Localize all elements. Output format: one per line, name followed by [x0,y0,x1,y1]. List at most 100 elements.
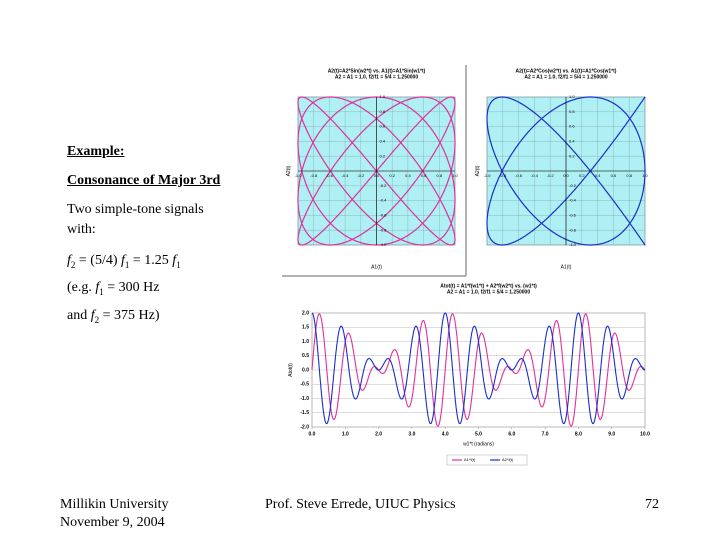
label: 0.6 [421,173,427,178]
text-run: = 1.25 [129,253,173,268]
label: 1.0 [302,339,309,345]
label: A1*f(t) [464,457,476,462]
label: A1(t) [561,264,572,270]
y-axis-label: A2(t) [286,165,292,176]
label: A2*f(t) [502,457,514,462]
label: -0.5 [300,382,309,388]
label: 0.5 [302,353,309,359]
label: -0.2 [547,173,555,178]
text-run: 1 [176,259,181,270]
text-run: 1 [99,286,104,297]
label: 2.0 [302,310,309,316]
footer-center: Prof. Steve Errede, UIUC Physics [265,497,456,512]
label: -0.6 [515,173,523,178]
label: 1.0 [380,94,386,99]
y-axis-label: A2(t) [475,165,481,176]
waveform-line [311,312,645,425]
label: -2.0 [300,424,309,430]
footer-left: November 9, 2004 [60,515,165,530]
label: 7.0 [542,431,549,437]
label: 0.0 [302,367,309,373]
label: 0.6 [611,173,617,178]
label: 0.6 [380,124,386,129]
label: 0.8 [626,173,632,178]
legend-box [446,454,528,466]
label: 0.2 [569,153,575,158]
label: 0.6 [569,124,575,129]
text-run: 2 [94,314,100,325]
label: A2 = A1 = 1.0, f2/f1 = 5/4 = 1.250000 [524,74,607,80]
label: 9.0 [608,431,615,437]
label: 5.0 [475,431,482,437]
y-axis-label: Atot(t) [288,363,294,377]
text-run: and [67,308,91,323]
heading: Example: [67,144,125,159]
label: 0.2 [389,173,395,178]
label: Atot(t) = A1*f(w1*t) + A2*f(w2*t) vs. (w… [440,283,537,289]
label: -1.0 [295,173,303,178]
label: -0.4 [380,198,388,203]
label: -0.2 [357,173,365,178]
label: 0.4 [380,138,386,143]
label: -1.0 [300,396,309,402]
label: -0.2 [380,183,388,188]
label: A1(t) [371,264,382,270]
label: 0.4 [569,138,575,143]
label: 6.0 [508,431,515,437]
label: 2.0 [375,431,382,437]
label: 0.8 [380,109,386,114]
intro-line: Two simple-tone signals [67,202,204,217]
label: -0.6 [380,212,388,217]
label: -1.0 [380,242,388,247]
text-run: f [67,253,71,268]
text-run: (e.g. [67,280,96,295]
subheading: Consonance of Major 3rd [67,173,221,188]
label: -0.2 [569,183,577,188]
lissajous-curve [486,96,646,246]
label: -1.5 [300,410,309,416]
page-number: 72 [645,497,659,512]
label: -0.4 [531,173,539,178]
label: -0.8 [499,173,507,178]
text-run: 2 [70,259,76,270]
label: 0.2 [579,173,585,178]
label: 1.0 [342,431,349,437]
label: 0.4 [405,173,411,178]
text-run: = 300 Hz [103,280,160,295]
label: 1.0 [569,94,575,99]
label: -0.6 [569,212,577,217]
label: 3.0 [408,431,415,437]
text-run: 1 [124,259,130,270]
label: 4.0 [442,431,449,437]
example: (e.g. f1 = 300 Hz [67,280,160,297]
intro-line: with: [67,222,96,237]
label: A2 = A1 = 1.0, f2/f1 = 5/4 = 1.250000 [447,289,530,295]
label: 8.0 [575,431,582,437]
label: 0.8 [437,173,443,178]
label: 0.8 [569,109,575,114]
label: -0.8 [310,173,318,178]
label: 0.0 [563,173,569,178]
label: -0.8 [380,227,388,232]
label: -0.8 [569,227,577,232]
label: -1.0 [484,173,492,178]
label: -0.4 [569,198,577,203]
text-run: = 375 Hz) [99,308,160,323]
label: -1.0 [569,242,577,247]
text-run: = (5/4) [75,253,121,268]
label: 1.5 [302,325,309,331]
label: A2(t)=A2*Cos(w2*t) vs. A1(t)=A1*Cos(w1*t… [516,68,617,74]
label: A2(t)=A2*Sin(w2*t) vs. A1(t)=A1*Sin(w1*t… [328,68,426,74]
text-run: f [95,280,100,295]
label: -0.4 [342,173,350,178]
label: 0.2 [380,153,386,158]
label: 1.0 [642,173,648,178]
text-run: f [172,253,177,268]
label: 10.0 [640,431,650,437]
text-run: f [90,308,95,323]
label: w1*t (radians) [463,441,494,447]
equation: f2 = (5/4) f1 = 1.25 f1 [67,253,181,270]
label: 0.4 [595,173,601,178]
